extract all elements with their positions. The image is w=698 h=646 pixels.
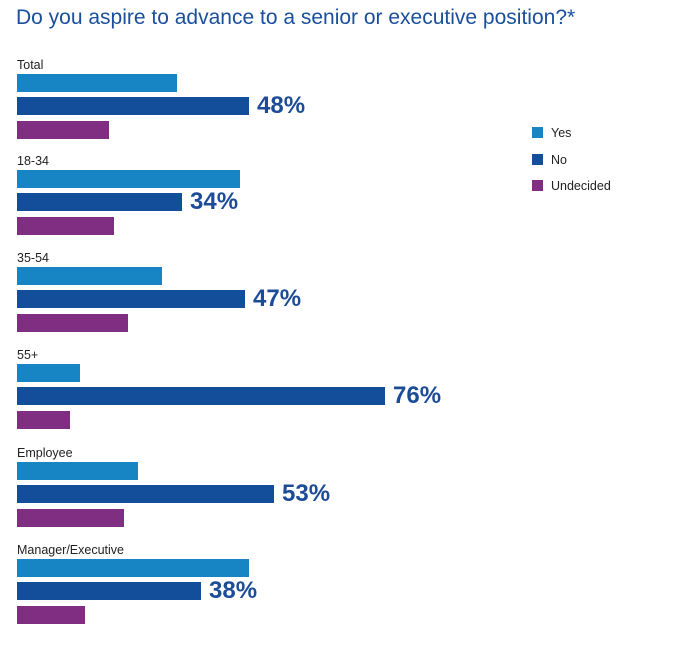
- bar-undecided: [17, 411, 70, 429]
- bar-no: [17, 387, 385, 405]
- bar-no: [17, 290, 245, 308]
- legend-swatch-yes: [532, 127, 543, 138]
- category-label: 18-34: [17, 154, 49, 168]
- bar-yes: [17, 74, 177, 92]
- bar-no: [17, 193, 182, 211]
- category-label: Manager/Executive: [17, 543, 125, 557]
- data-label: 48%: [257, 92, 306, 119]
- bar-undecided: [17, 606, 85, 624]
- bar-undecided: [17, 121, 109, 139]
- bar-yes: [17, 170, 240, 188]
- data-label: 38%: [209, 577, 258, 604]
- bar-undecided: [17, 509, 124, 527]
- category-label: 35-54: [17, 251, 49, 265]
- bar-no: [17, 97, 249, 115]
- legend-label: Undecided: [551, 179, 611, 193]
- category-label: Total: [17, 58, 44, 72]
- category-label: Employee: [17, 446, 73, 460]
- data-label: 34%: [190, 188, 239, 215]
- legend-swatch-no: [532, 154, 543, 165]
- chart-title: Do you aspire to advance to a senior or …: [16, 6, 576, 29]
- category-label: 55+: [17, 348, 39, 362]
- bar-yes: [17, 462, 138, 480]
- data-label: 47%: [253, 285, 302, 312]
- legend-label: Yes: [551, 126, 572, 140]
- bar-undecided: [17, 217, 114, 235]
- data-label: 53%: [282, 480, 331, 507]
- legend-label: No: [551, 153, 567, 167]
- bar-yes: [17, 267, 162, 285]
- bar-no: [17, 582, 201, 600]
- legend-swatch-undecided: [532, 180, 543, 191]
- bar-undecided: [17, 314, 128, 332]
- bar-yes: [17, 559, 249, 577]
- data-label: 76%: [393, 382, 442, 409]
- bar-yes: [17, 364, 80, 382]
- bar-no: [17, 485, 274, 503]
